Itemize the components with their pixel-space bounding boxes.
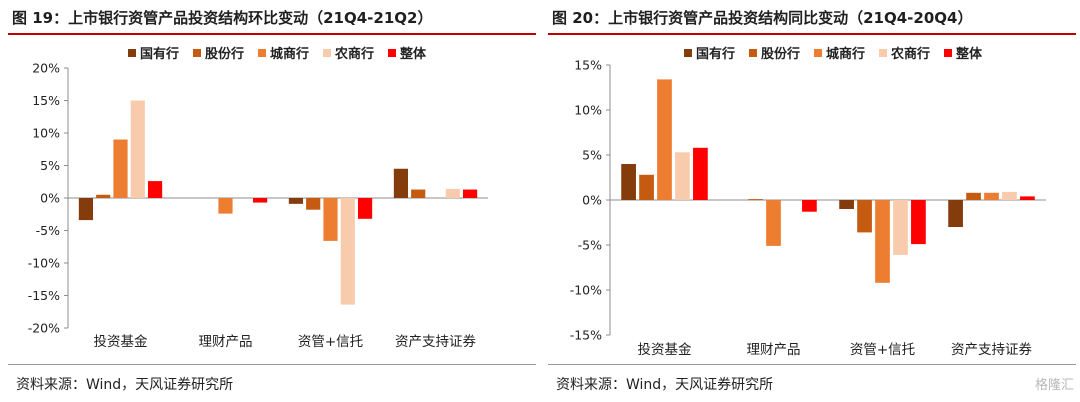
y-tick-label: -20% [28,321,60,336]
legend-label: 城商行 [270,46,309,62]
x-category-label: 资管+信托 [298,334,363,350]
bar-股份行-资管+信托 [857,200,872,233]
bar-整体-资管+信托 [357,198,373,219]
legend-label: 整体 [399,46,427,62]
x-category-label: 资管+信托 [850,342,915,358]
chart-title: 图 20：上市银行资管产品投资结构同比变动（21Q4-20Q4） [552,9,973,27]
bar-农商行-资产支持证券 [445,188,460,198]
watermark-logo: 格隆汇 [1034,378,1074,393]
title-divider [8,33,536,35]
y-tick-label: 15% [574,58,602,73]
bar-整体-理财产品 [802,200,817,212]
bottom-divider [8,364,536,365]
legend-label: 农商行 [890,46,930,62]
bar-股份行-资产支持证券 [966,192,981,200]
legend-swatch [749,49,757,57]
bar-股份行-投资基金 [639,174,654,200]
bar-城商行-资产支持证券 [984,192,999,200]
legend-swatch [944,49,952,57]
bar-国有行-资管+信托 [839,200,854,209]
x-category-label: 资产支持证券 [395,334,476,350]
bar-农商行-资产支持证券 [1002,191,1017,200]
bar-城商行-投资基金 [113,139,128,198]
chart-title: 图 19：上市银行资管产品投资结构环比变动（21Q4-21Q2） [12,9,433,27]
y-tick-label: -15% [28,288,60,303]
bar-股份行-理财产品 [748,199,763,201]
y-tick-label: 10% [32,126,60,141]
bar-整体-投资基金 [147,181,163,198]
bar-股份行-资管+信托 [306,198,321,210]
y-tick-label: -5% [578,238,602,253]
bar-chart-qoq: -20% -15% -10% -5% 0% 5% 10% 15% 20% 投资基金 理财产品 资管+信… [8,36,536,364]
bar-股份行-投资基金 [96,194,111,198]
y-tick-label: -5% [36,223,60,238]
y-tick-label: 5% [582,148,602,163]
bar-国有行-投资基金 [621,164,636,200]
y-tick-label: 5% [40,158,60,173]
bar-整体-资产支持证券 [1020,196,1035,200]
bar-城商行-理财产品 [218,198,233,214]
legend-label: 整体 [955,46,983,62]
x-category-label: 投资基金 [638,341,692,358]
bar-国有行-投资基金 [78,198,94,221]
legend-label: 城商行 [826,46,865,62]
bar-城商行-理财产品 [766,200,781,246]
source-note: 资料来源：Wind，天风证券研究所 [556,377,774,393]
title-divider [548,33,1076,35]
bar-整体-资管+信托 [911,200,926,245]
chart-svg: -20% -15% -10% -5% 0% 5% 10% 15% 20% 投资基金 理财产品 资管+信… [28,46,488,350]
legend-swatch [814,49,822,57]
legend-swatch [684,49,692,57]
chart-panel-right: 图 20：上市银行资管产品投资结构同比变动（21Q4-20Q4） -15% -10… [548,0,1076,402]
legend-label: 股份行 [761,46,800,62]
bar-整体-理财产品 [252,198,268,203]
bar-城商行-投资基金 [657,79,672,200]
x-category-label: 理财产品 [199,334,253,350]
bar-农商行-资管+信托 [893,200,908,255]
legend-swatch [388,49,396,57]
y-tick-label: -15% [570,328,602,343]
y-tick-label: 20% [32,61,60,76]
legend-swatch [258,49,266,57]
bar-农商行-投资基金 [130,100,145,198]
bar-国有行-资管+信托 [288,198,304,204]
x-category-label: 资产支持证券 [951,342,1032,358]
bar-chart-yoy: -15% -10% -5% 0% 5% 10% 15% 投资基金 理财产品 资管+信托 资产支持证券… [548,36,1076,364]
legend-swatch [193,49,201,57]
y-tick-label: -10% [28,256,60,271]
y-tick-label: 10% [574,103,602,118]
legend-label: 农商行 [334,46,374,62]
bottom-divider [548,364,1076,365]
legend-label: 国有行 [696,46,735,62]
bar-整体-资产支持证券 [462,189,478,198]
x-category-label: 投资基金 [94,333,148,350]
bar-股份行-资产支持证券 [411,189,426,198]
y-tick-label: -10% [570,283,602,298]
legend-label: 国有行 [140,46,179,62]
y-tick-label: 0% [40,191,60,206]
bar-城商行-资管+信托 [875,200,890,283]
chart-svg: -15% -10% -5% 0% 5% 10% 15% 投资基金 理财产品 资管+信托 资产支持证券… [570,46,1046,358]
bar-国有行-资产支持证券 [393,168,409,198]
x-category-label: 理财产品 [747,342,801,358]
source-note: 资料来源：Wind，天风证券研究所 [16,377,234,393]
chart-panel-left: 图 19：上市银行资管产品投资结构环比变动（21Q4-21Q2） -20% -15… [8,0,536,402]
y-tick-label: 0% [582,193,602,208]
bar-国有行-资产支持证券 [948,200,963,227]
bar-农商行-投资基金 [675,152,690,200]
legend-swatch [879,49,887,57]
legend-swatch [128,49,136,57]
bar-农商行-资管+信托 [340,198,355,305]
bar-整体-投资基金 [693,147,708,200]
legend-swatch [323,49,331,57]
legend-label: 股份行 [205,46,244,62]
bar-城商行-资管+信托 [323,198,338,241]
y-tick-label: 15% [32,93,60,108]
